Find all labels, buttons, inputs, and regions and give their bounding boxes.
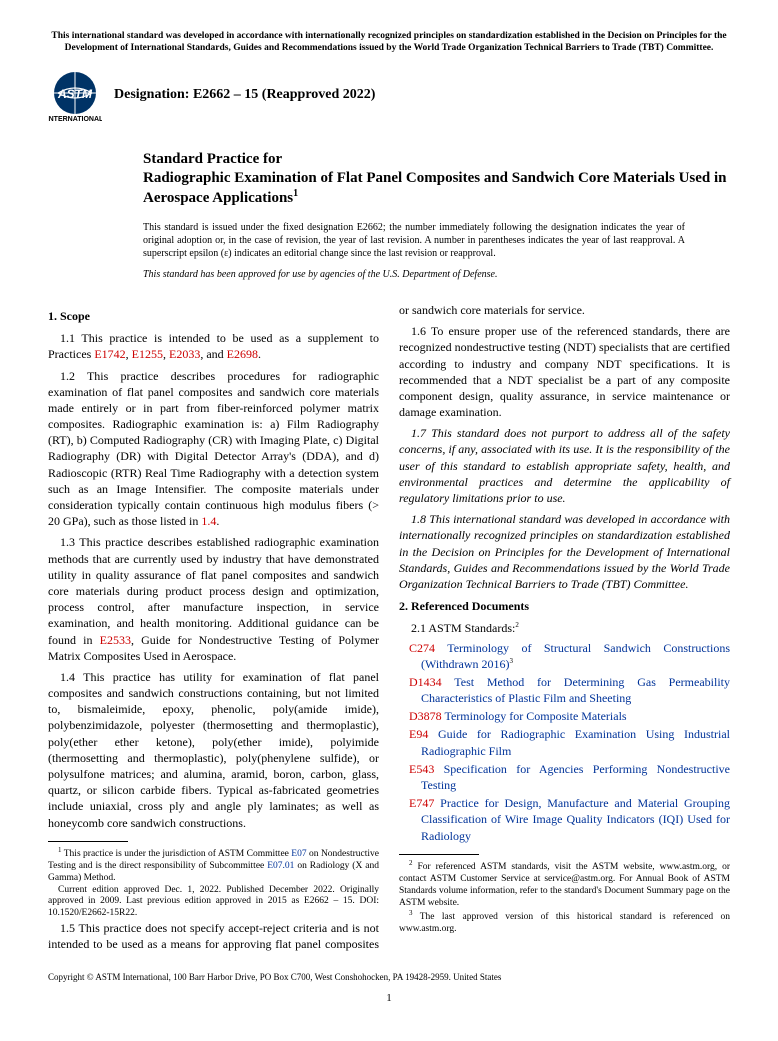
reference-entry: D1434 Test Method for Determining Gas Pe… [399, 674, 730, 706]
reference-entry: E94 Guide for Radiographic Examination U… [399, 726, 730, 758]
title-text: Radiographic Examination of Flat Panel C… [143, 170, 727, 206]
para-1-6: 1.6 To ensure proper use of the referenc… [399, 323, 730, 420]
ref-code[interactable]: D1434 [409, 675, 442, 689]
ref-code[interactable]: E94 [409, 727, 428, 741]
link-1-4[interactable]: 1.4 [201, 514, 216, 528]
reference-entry: E747 Practice for Design, Manufacture an… [399, 795, 730, 844]
footnote-separator-right [399, 854, 479, 855]
footnote-2: 2 For referenced ASTM standards, visit t… [399, 859, 730, 910]
reference-entry: C274 Terminology of Structural Sandwich … [399, 640, 730, 672]
title-sup: 1 [293, 188, 298, 199]
svg-text:INTERNATIONAL: INTERNATIONAL [48, 116, 102, 123]
footnote-1b: Current edition approved Dec. 1, 2022. P… [48, 885, 379, 921]
para-1-8: 1.8 This international standard was deve… [399, 511, 730, 592]
ref-code[interactable]: C274 [409, 641, 435, 655]
page-number: 1 [48, 991, 730, 1006]
title-block: Standard Practice for Radiographic Exami… [143, 149, 730, 208]
link-E2033[interactable]: E2033 [169, 347, 200, 361]
reference-entry: E543 Specification for Agencies Performi… [399, 761, 730, 793]
ref-title[interactable]: Terminology for Composite Materials [442, 709, 627, 723]
title-line2: Radiographic Examination of Flat Panel C… [143, 169, 730, 208]
dod-approval: This standard has been approved for use … [143, 268, 685, 282]
para-1-1: 1.1 This practice is intended to be used… [48, 330, 379, 362]
copyright: Copyright © ASTM International, 100 Barr… [48, 971, 730, 983]
scope-heading: 1. Scope [48, 308, 379, 324]
link-E1255[interactable]: E1255 [132, 347, 163, 361]
reference-entry: D3878 Terminology for Composite Material… [399, 708, 730, 724]
para-1-7: 1.7 This standard does not purport to ad… [399, 425, 730, 506]
ref-title[interactable]: Practice for Design, Manufacture and Mat… [421, 796, 730, 842]
ref-title[interactable]: Guide for Radiographic Examination Using… [421, 727, 730, 757]
ref-code[interactable]: E747 [409, 796, 434, 810]
link-E2698[interactable]: E2698 [227, 347, 258, 361]
para-1-4: 1.4 This practice has utility for examin… [48, 669, 379, 831]
footnote-1: 1 This practice is under the jurisdictio… [48, 846, 379, 885]
ref-title[interactable]: Specification for Agencies Performing No… [421, 762, 730, 792]
link-E1742[interactable]: E1742 [94, 347, 125, 361]
link-E07-01[interactable]: E07.01 [267, 861, 294, 871]
references-list: C274 Terminology of Structural Sandwich … [399, 640, 730, 844]
footnote-separator-left [48, 841, 128, 842]
svg-text:ASTM: ASTM [57, 87, 93, 101]
body-columns: 1. Scope 1.1 This practice is intended t… [48, 302, 730, 953]
para-1-3: 1.3 This practice describes established … [48, 534, 379, 664]
top-notice: This international standard was develope… [48, 30, 730, 55]
title-line1: Standard Practice for [143, 149, 730, 169]
astm-standards-sub: 2.1 ASTM Standards:2 [399, 620, 730, 636]
header-row: INTERNATIONAL ASTM Designation: E2662 – … [48, 69, 730, 123]
referenced-docs-heading: 2. Referenced Documents [399, 598, 730, 614]
ref-title[interactable]: Test Method for Determining Gas Permeabi… [421, 675, 730, 705]
ref-title[interactable]: Terminology of Structural Sandwich Const… [421, 641, 730, 671]
issuance-note: This standard is issued under the fixed … [143, 221, 685, 260]
ref-code[interactable]: D3878 [409, 709, 442, 723]
link-E07[interactable]: E07 [291, 849, 306, 859]
ref-code[interactable]: E543 [409, 762, 434, 776]
para-1-2: 1.2 This practice describes procedures f… [48, 368, 379, 530]
designation: Designation: E2662 – 15 (Reapproved 2022… [114, 86, 375, 105]
link-E2533[interactable]: E2533 [100, 633, 131, 647]
footnote-3: 3 The last approved version of this hist… [399, 909, 730, 936]
astm-logo: INTERNATIONAL ASTM [48, 69, 102, 123]
